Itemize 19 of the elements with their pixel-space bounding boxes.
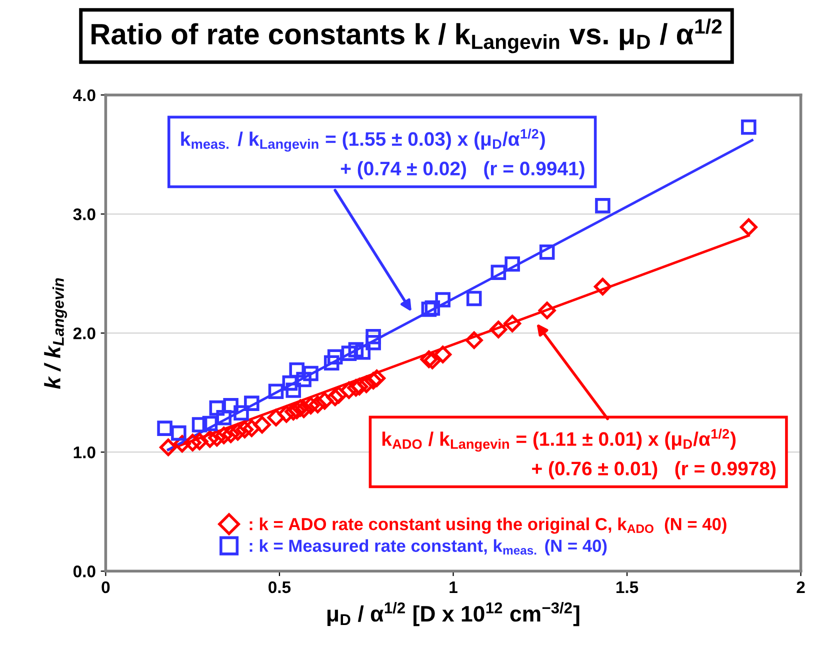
y-tick-label: 4.0 [73,89,96,102]
text: k$_{ADO}$ / k$_{Langevin}$ = (1.11 ± 0.01) x (μ$_{D}$/α$^{1/2}$) [382,428,736,452]
x-tick-label: 1 [450,581,458,593]
annotation: + (0.74 ± 0.02) (r = 0.9941) [340,161,584,180]
legend-label: : k = ADO rate constant using the original C, k$_{ADO}$ (N = 40) [250,518,726,534]
x-tick-label: 1.5 [616,581,638,594]
legend-label: : k = Measured rate constant, k$_{meas.}$ (N = 40) [250,539,607,556]
y-tick-label: 0.0 [73,566,96,578]
x-tick-label: 0.5 [268,581,291,594]
text: μ$_{D}$ / α$^{1/2}$ [D x 10$^{12}$ cm$^{−3/2}$] [327,602,580,626]
x-tick-label: 2 [796,581,805,593]
text: k$_{meas.}$ / k$_{Langevin}$ = (1.55 ± 0.03) x (μ$_{D}$/α$^{1/2}$) [181,128,545,152]
annotation: + (0.76 ± 0.01) (r = 0.9978) [532,461,776,480]
y-tick-label: 1.0 [74,446,96,458]
y-axis-title: k / k$_{Langevin}$ [44,278,67,389]
x-tick-label: 0 [102,581,110,594]
chart-title: Ratio of rate constants k / k$_{Langevin}$ vs. μ$_{D}$ / α$^{1/2}$ [92,18,722,54]
y-tick-label: 2.0 [73,327,96,340]
y-tick-label: 3.0 [73,208,96,220]
